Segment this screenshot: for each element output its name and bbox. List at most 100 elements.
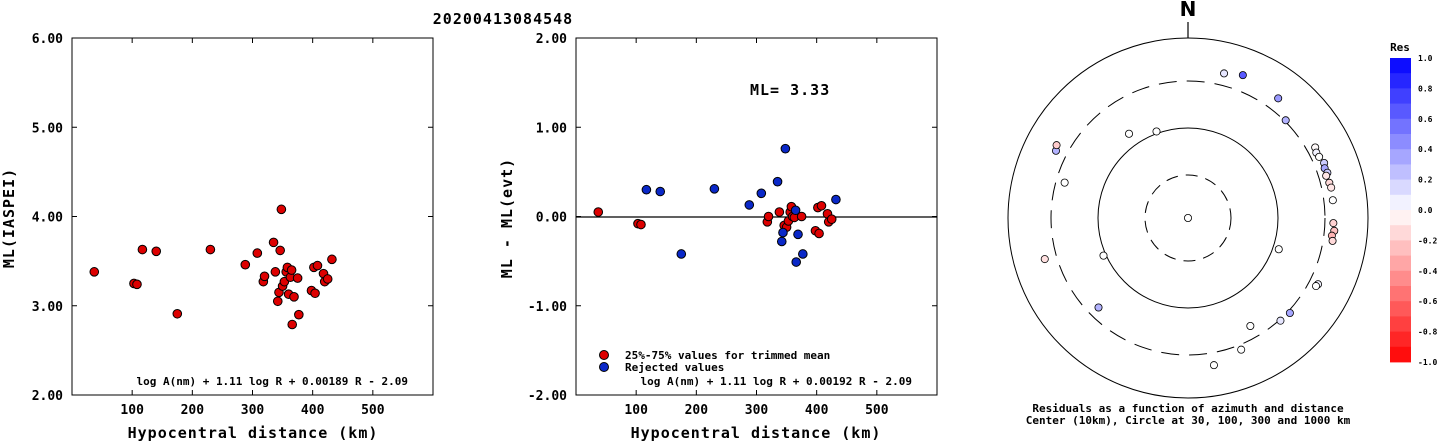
middle-data-point — [709, 184, 720, 194]
left-y-tick-label: 6.00 — [32, 32, 63, 47]
colorbar-tick-label: -0.4 — [1418, 267, 1437, 276]
colorbar-cell — [1390, 179, 1411, 196]
middle-data-point — [593, 207, 604, 217]
polar-data-point — [1329, 219, 1338, 228]
polar-data-point — [1052, 141, 1061, 150]
middle-data-point — [776, 236, 787, 247]
colorbar-cell — [1390, 225, 1411, 241]
left-data-point — [132, 279, 142, 290]
left-data-point — [287, 319, 298, 330]
middle-axis-ticks: 100 200 300 400 500 -2.00 -1.00 0.00 1.00 2.00 — [528, 32, 937, 418]
polar-data-point — [1094, 303, 1103, 312]
middle-data-point — [676, 249, 687, 259]
polar-data-points — [1040, 69, 1339, 370]
left-x-tick-label: 400 — [301, 403, 325, 418]
colorbar-cell — [1390, 103, 1411, 120]
middle-data-point — [763, 211, 774, 222]
left-data-points — [89, 204, 337, 330]
colorbar-cell — [1390, 255, 1411, 272]
polar-data-point — [1209, 361, 1218, 370]
left-y-tick-label: 5.00 — [32, 121, 63, 136]
middle-data-point — [774, 207, 785, 217]
polar-data-point — [1322, 171, 1331, 180]
ring-100km — [1097, 127, 1279, 309]
polar-data-point — [1152, 127, 1161, 136]
colorbar-cells — [1390, 58, 1411, 363]
middle-y-axis-label: ML - ML(evt) — [498, 158, 516, 278]
left-data-point — [137, 244, 148, 255]
polar-data-point — [1237, 345, 1246, 354]
middle-data-point — [778, 227, 788, 238]
middle-data-point — [796, 211, 807, 222]
polar-data-point — [1125, 129, 1134, 138]
left-axis-ticks: 100 200 300 400 500 2.00 3.00 4.00 5.00 6.00 — [32, 32, 433, 418]
middle-y-tick-label: -2.00 — [528, 389, 567, 404]
polar-data-point — [1312, 282, 1321, 291]
polar-data-point — [1099, 251, 1108, 260]
polar-data-point — [1276, 316, 1285, 325]
colorbar-cell — [1390, 331, 1411, 348]
left-data-point — [275, 245, 285, 256]
left-y-tick-label: 2.00 — [32, 389, 63, 404]
middle-x-tick-label: 100 — [624, 403, 648, 418]
polar-data-point — [1220, 69, 1229, 78]
left-y-tick-label: 4.00 — [32, 211, 63, 226]
colorbar-cell — [1390, 316, 1411, 332]
middle-data-point — [790, 205, 801, 216]
left-data-point — [151, 246, 162, 257]
left-scatter-panel: 100 200 300 400 500 2.00 3.00 4.00 5.00 6.00 log … — [0, 32, 434, 441]
legend-label-rejected: Rejected values — [625, 361, 724, 374]
middle-data-point — [814, 228, 824, 239]
left-data-point — [322, 274, 333, 284]
middle-data-point — [641, 184, 652, 195]
colorbar-tick-label: 1.0 — [1418, 54, 1433, 63]
middle-x-tick-label: 200 — [685, 403, 709, 418]
middle-data-point — [816, 200, 827, 211]
polar-data-point — [1060, 178, 1069, 187]
left-data-point — [252, 248, 263, 258]
polar-data-point — [1327, 183, 1336, 192]
left-x-tick-label: 100 — [120, 403, 144, 418]
colorbar-tick-label: 0.2 — [1418, 176, 1433, 185]
ring-300km — [1050, 80, 1326, 356]
colorbar-cell — [1390, 134, 1411, 150]
polar-data-point — [1274, 245, 1283, 254]
polar-residual-panel: N Residuals as a function of azimuth and… — [1007, 0, 1369, 427]
left-x-tick-label: 500 — [361, 403, 385, 418]
ring-1000km — [1007, 37, 1369, 399]
middle-data-point — [831, 194, 841, 205]
left-data-point — [270, 267, 281, 277]
left-data-point — [294, 309, 304, 320]
colorbar-tick-label: 0.8 — [1418, 84, 1433, 93]
colorbar-cell — [1390, 149, 1411, 165]
north-label: N — [1180, 0, 1197, 21]
left-y-tick-label: 3.00 — [32, 300, 63, 315]
left-data-point — [310, 288, 320, 299]
left-data-point — [259, 271, 270, 282]
left-plot-frame — [71, 37, 434, 396]
left-data-point — [272, 296, 283, 307]
polar-data-point — [1315, 152, 1324, 161]
colorbar-tick-label: -0.8 — [1418, 328, 1437, 337]
middle-y-tick-label: 2.00 — [536, 32, 567, 47]
middle-data-point — [798, 249, 808, 259]
left-data-point — [268, 237, 279, 248]
colorbar-tick-label: -1.0 — [1418, 358, 1437, 367]
polar-caption-line2: Center (10km), Circle at 30, 100, 300 an… — [1026, 414, 1351, 427]
middle-y-tick-label: 0.00 — [536, 211, 567, 226]
colorbar-cell — [1390, 210, 1411, 226]
left-x-tick-label: 300 — [241, 403, 265, 418]
left-data-point — [172, 308, 183, 319]
left-y-axis-label: ML(IASPEI) — [0, 168, 18, 268]
colorbar-cell — [1390, 164, 1411, 180]
residual-colorbar: Res 1.0 0.8 0.6 0.4 0.2 0.0 -0.2 -0.4 -0.6 -0.8 -1… — [1390, 41, 1437, 367]
middle-scatter-panel: 100 200 300 400 500 -2.00 -1.00 0.00 1.00 2.00 ML… — [498, 32, 938, 441]
colorbar-tick-label: -0.6 — [1418, 297, 1437, 306]
colorbar-tick-label: 0.0 — [1418, 206, 1433, 215]
polar-data-point — [1184, 213, 1193, 222]
middle-data-point — [791, 257, 802, 267]
left-data-point — [327, 254, 337, 265]
middle-y-tick-label: 1.00 — [536, 121, 567, 136]
colorbar-cell — [1390, 286, 1411, 302]
